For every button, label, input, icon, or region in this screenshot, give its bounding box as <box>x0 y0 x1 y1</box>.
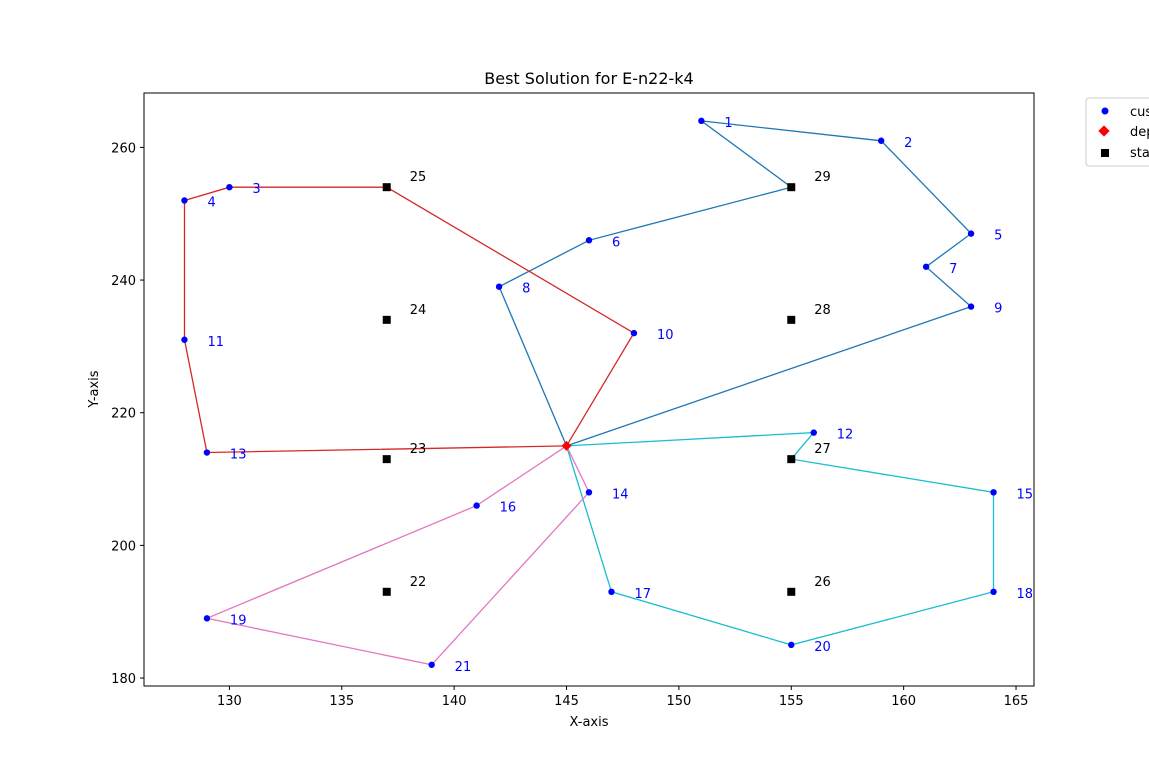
customer-19-label: 19 <box>230 613 247 628</box>
x-tick-label-165: 165 <box>1004 694 1029 709</box>
x-axis: 130 135 140 145 150 155 160 165 <box>217 686 1028 709</box>
customer-2-label: 2 <box>904 136 912 151</box>
x-tick-label-135: 135 <box>329 694 354 709</box>
customer-12-label: 12 <box>837 428 854 443</box>
station-23-marker <box>382 455 391 464</box>
stations-layer <box>382 183 796 596</box>
y-axis-label: Y-axis <box>87 370 102 408</box>
station-22-marker <box>382 587 391 596</box>
customer-5-label: 5 <box>994 229 1002 244</box>
customer-9-marker <box>967 303 975 310</box>
customer-17-marker <box>608 588 615 596</box>
station-28-label: 28 <box>814 303 831 318</box>
routes-layer <box>183 119 995 666</box>
customer-17-label: 17 <box>634 587 651 602</box>
station-25-label: 25 <box>410 170 427 185</box>
station-29-label: 29 <box>814 170 831 185</box>
station-26-label: 26 <box>814 575 831 590</box>
station-28-marker <box>787 315 796 324</box>
x-tick-label-145: 145 <box>554 694 579 709</box>
customer-18-marker <box>990 588 997 596</box>
customer-18-label: 18 <box>1017 587 1034 602</box>
customer-16-label: 16 <box>500 501 517 516</box>
station-27-label: 27 <box>814 442 831 457</box>
station-26-marker <box>787 587 796 596</box>
legend: customers depot stations <box>1085 97 1149 167</box>
customer-16-marker <box>473 502 480 509</box>
x-tick-label-140: 140 <box>442 694 467 709</box>
station-24-label: 24 <box>410 303 427 318</box>
customer-14-label: 14 <box>612 487 629 502</box>
station-22-label: 22 <box>410 575 427 590</box>
legend-customers-marker <box>1101 107 1109 115</box>
customer-6-marker <box>585 237 593 244</box>
legend-stations-marker <box>1101 149 1109 157</box>
customer-8-label: 8 <box>522 282 530 297</box>
route-2-line <box>183 186 635 454</box>
y-tick-label-220: 220 <box>111 407 136 422</box>
customer-10-marker <box>630 329 638 337</box>
x-tick-label-150: 150 <box>666 694 691 709</box>
x-tick-label-155: 155 <box>779 694 804 709</box>
x-tick-label-160: 160 <box>891 694 916 709</box>
customer-11-label: 11 <box>207 335 224 350</box>
legend-stations-label: stations <box>1130 146 1149 161</box>
legend-depot-label: depot <box>1130 125 1149 140</box>
station-29-marker <box>787 183 796 192</box>
customer-9-label: 9 <box>994 302 1002 317</box>
customer-5-marker <box>967 230 975 237</box>
y-tick-label-180: 180 <box>111 672 136 687</box>
customer-1-marker <box>698 117 705 125</box>
x-tick-label-130: 130 <box>217 694 242 709</box>
customer-15-marker <box>990 489 997 496</box>
x-axis-label: X-axis <box>570 715 609 730</box>
legend-box <box>1085 97 1149 167</box>
station-25-marker <box>382 183 391 192</box>
customer-14-marker <box>585 489 593 496</box>
customer-3-marker <box>226 183 233 191</box>
customer-13-marker <box>203 449 211 456</box>
station-23-label: 23 <box>410 442 427 457</box>
customer-2-marker <box>877 137 885 144</box>
customer-12-marker <box>810 429 817 436</box>
station-27-marker <box>787 455 796 464</box>
customer-7-marker <box>922 263 930 270</box>
chart-title: Best Solution for E-n22-k4 <box>484 69 693 88</box>
customer-10-label: 10 <box>657 328 674 343</box>
legend-customers-label: customers <box>1130 105 1149 120</box>
y-axis: 180 200 220 240 260 <box>111 141 144 687</box>
y-tick-label-240: 240 <box>111 274 136 289</box>
customer-20-marker <box>788 641 795 649</box>
customer-21-label: 21 <box>455 660 472 675</box>
customer-8-marker <box>495 283 503 290</box>
customer-1-label: 1 <box>724 116 732 131</box>
customer-7-label: 7 <box>949 262 957 277</box>
customer-11-marker <box>181 336 188 343</box>
station-24-marker <box>382 315 391 324</box>
customer-19-marker <box>203 615 211 622</box>
customers-layer <box>181 117 997 668</box>
legend-depot-marker <box>1098 125 1110 137</box>
y-tick-label-200: 200 <box>111 539 136 554</box>
depot-layer <box>561 440 572 451</box>
depot-marker <box>561 440 572 451</box>
route-4-line <box>204 445 590 666</box>
customer-4-marker <box>181 197 188 204</box>
customer-13-label: 13 <box>230 448 247 463</box>
route-1-line <box>498 119 973 447</box>
y-tick-label-260: 260 <box>111 141 136 156</box>
route-3-line <box>565 431 995 646</box>
customer-21-marker <box>428 661 435 668</box>
customer-6-label: 6 <box>612 235 620 250</box>
customer-20-label: 20 <box>814 640 831 655</box>
plot-area-frame <box>143 92 1035 687</box>
customer-3-label: 3 <box>252 182 260 197</box>
customer-15-label: 15 <box>1017 487 1034 502</box>
customer-4-label: 4 <box>207 195 215 210</box>
